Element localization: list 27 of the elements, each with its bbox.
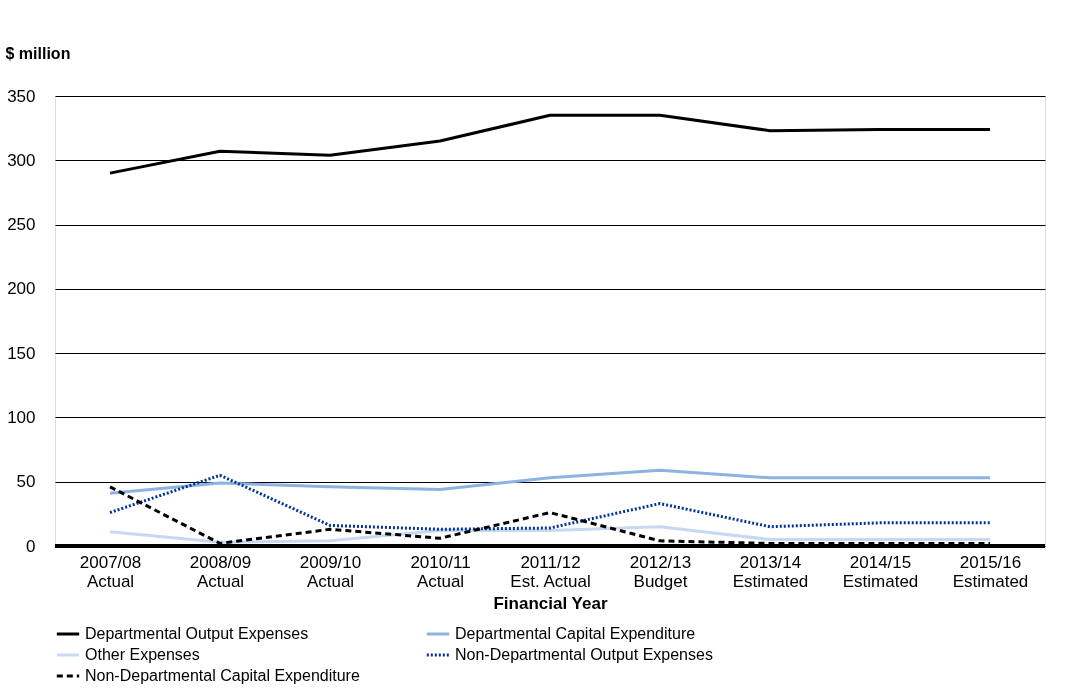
legend-label: Non-Departmental Output Expenses — [455, 646, 713, 663]
x-tick-label: 2015/16 Estimated — [952, 552, 1029, 591]
line-series — [108, 468, 992, 495]
y-tick-label: 300 — [7, 150, 36, 170]
y-tick-label: 150 — [7, 343, 36, 363]
x-tick-label: 2009/10 Actual — [299, 552, 362, 591]
x-tick-label: 2008/09 Actual — [189, 552, 252, 591]
x-tick-label: 2012/13 Budget — [629, 552, 692, 591]
legend-label: Departmental Capital Expenditure — [455, 625, 696, 642]
y-tick-label: 250 — [7, 215, 36, 235]
y-tick-label: 50 — [16, 472, 36, 492]
x-tick-label: 2010/11 Actual — [410, 552, 471, 591]
line-series — [108, 525, 992, 544]
legend-label: Departmental Output Expenses — [85, 625, 309, 642]
y-tick-label: 350 — [7, 86, 36, 106]
y-axis-title: $ million — [5, 44, 71, 62]
x-tick-label: 2014/15 Estimated — [842, 552, 919, 591]
line-series — [108, 473, 992, 531]
x-tick-label: 2013/14 Estimated — [732, 552, 809, 591]
x-tick-label: 2007/08 Actual — [79, 552, 142, 591]
legend-label: Other Expenses — [85, 646, 200, 663]
y-tick-label: 100 — [7, 407, 36, 427]
x-axis-title: Financial Year — [493, 593, 608, 613]
x-tick-label: 2011/12 Est. Actual — [510, 552, 591, 591]
legend-label: Non-Departmental Capital Expenditure — [85, 667, 360, 684]
y-tick-label: 200 — [7, 279, 36, 299]
y-tick-label: 0 — [26, 536, 36, 556]
